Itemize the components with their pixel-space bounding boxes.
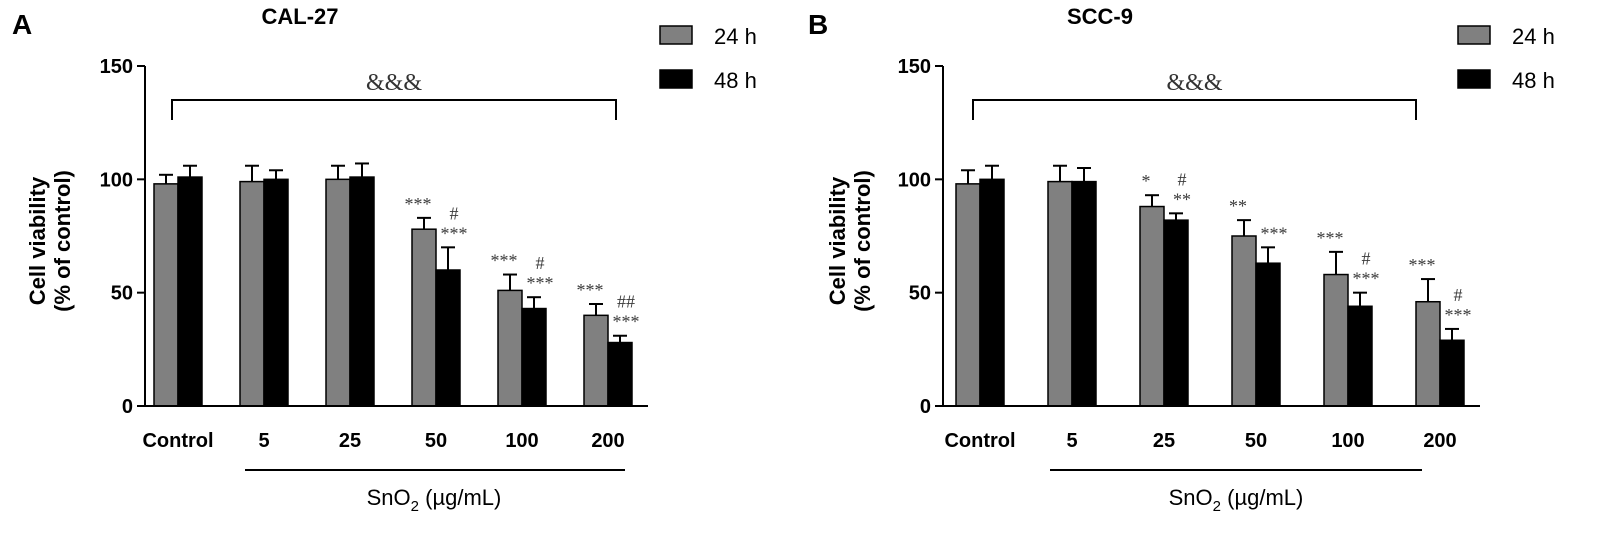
bar-48h-control xyxy=(979,178,1005,407)
bar-24h-25 xyxy=(325,178,351,407)
y-tick-label: 50 xyxy=(909,283,931,305)
bracket-label: &&& xyxy=(1166,70,1222,96)
bar-48h-100 xyxy=(521,307,547,407)
significance-hash: # xyxy=(450,203,459,223)
significance-stars: *** xyxy=(613,312,640,332)
chart-title: SCC-9 xyxy=(1067,4,1133,29)
bar-24h-control xyxy=(955,183,981,407)
legend-swatch-48h xyxy=(1457,69,1491,89)
significance-stars: ** xyxy=(1173,189,1191,209)
legend-label: 48 h xyxy=(714,68,757,93)
bar-48h-50 xyxy=(435,269,461,407)
x-category-label: Control xyxy=(944,430,1015,452)
y-tick-label: 0 xyxy=(920,396,931,418)
significance-stars: * xyxy=(1142,171,1151,191)
x-category-label: 5 xyxy=(1066,430,1077,452)
x-category-label: 50 xyxy=(425,430,447,452)
y-axis-label-line1: Cell viability xyxy=(25,176,50,305)
bar-24h-5 xyxy=(239,180,265,407)
bar-48h-50 xyxy=(1255,262,1281,407)
significance-hash: # xyxy=(1178,169,1187,189)
significance-hash: # xyxy=(1362,249,1371,269)
bar-24h-200 xyxy=(583,314,609,407)
y-axis-label-line2: (% of control) xyxy=(50,170,75,312)
y-tick-label: 50 xyxy=(111,283,133,305)
legend-swatch-48h xyxy=(659,69,693,89)
y-tick-label: 0 xyxy=(122,396,133,418)
y-tick-label: 100 xyxy=(898,169,931,191)
significance-hash: # xyxy=(1454,285,1463,305)
y-tick-label: 100 xyxy=(100,169,133,191)
bar-48h-200 xyxy=(1439,339,1465,407)
bar-24h-50 xyxy=(1231,235,1257,407)
bar-24h-25 xyxy=(1139,205,1165,407)
bar-24h-100 xyxy=(497,289,523,407)
legend-label: 48 h xyxy=(1512,68,1555,93)
bar-24h-200 xyxy=(1415,300,1441,407)
y-axis-label-line2: (% of control) xyxy=(850,170,875,312)
legend-swatch-24h xyxy=(659,25,693,45)
bar-48h-25 xyxy=(349,176,375,407)
x-category-label: Control xyxy=(142,430,213,452)
y-tick-label: 150 xyxy=(100,56,133,78)
significance-stars: *** xyxy=(405,194,432,214)
significance-bracket xyxy=(171,99,617,120)
x-category-label: 200 xyxy=(1423,430,1456,452)
bar-48h-control xyxy=(177,176,203,407)
chart-panel-b: B SCC-9 0 50 100 150 Cell viability (% of contr… xyxy=(808,4,1555,515)
y-tick-label: 150 xyxy=(898,56,931,78)
significance-bracket xyxy=(972,99,1417,120)
x-category-label: 25 xyxy=(1153,430,1175,452)
significance-stars: *** xyxy=(1261,223,1288,243)
bar-48h-100 xyxy=(1347,305,1373,407)
x-category-label: 5 xyxy=(258,430,269,452)
legend-swatch-24h xyxy=(1457,25,1491,45)
significance-hash: ## xyxy=(617,292,635,312)
bar-24h-100 xyxy=(1323,273,1349,407)
chart-panel-a: A CAL-27 0 50 100 150 Cell viability (% of cont… xyxy=(12,4,757,515)
significance-stars: *** xyxy=(491,251,518,271)
significance-stars: *** xyxy=(1317,228,1344,248)
bracket-label: &&& xyxy=(366,70,422,96)
significance-stars: *** xyxy=(1445,305,1472,325)
significance-stars: *** xyxy=(577,280,604,300)
significance-hash: # xyxy=(536,253,545,273)
x-axis-label: SnO2 (µg/mL) xyxy=(1169,485,1304,515)
legend-label: 24 h xyxy=(1512,24,1555,49)
y-axis-label-line1: Cell viability xyxy=(825,176,850,305)
bar-24h-50 xyxy=(411,228,437,407)
bar-24h-5 xyxy=(1047,180,1073,407)
bar-48h-200 xyxy=(607,341,633,407)
x-category-label: 200 xyxy=(591,430,624,452)
legend-label: 24 h xyxy=(714,24,757,49)
bar-48h-25 xyxy=(1163,219,1189,407)
bar-48h-5 xyxy=(1071,180,1097,407)
bar-24h-control xyxy=(153,183,179,407)
significance-stars: *** xyxy=(527,273,554,293)
significance-stars: ** xyxy=(1229,196,1247,216)
x-category-label: 25 xyxy=(339,430,361,452)
bar-48h-5 xyxy=(263,178,289,407)
significance-stars: *** xyxy=(441,223,468,243)
x-axis-label: SnO2 (µg/mL) xyxy=(367,485,502,515)
significance-stars: *** xyxy=(1353,269,1380,289)
panel-letter: A xyxy=(12,9,32,40)
significance-stars: *** xyxy=(1409,255,1436,275)
panel-letter: B xyxy=(808,9,828,40)
x-category-label: 50 xyxy=(1245,430,1267,452)
x-category-label: 100 xyxy=(505,430,538,452)
x-category-label: 100 xyxy=(1331,430,1364,452)
chart-title: CAL-27 xyxy=(261,4,338,29)
